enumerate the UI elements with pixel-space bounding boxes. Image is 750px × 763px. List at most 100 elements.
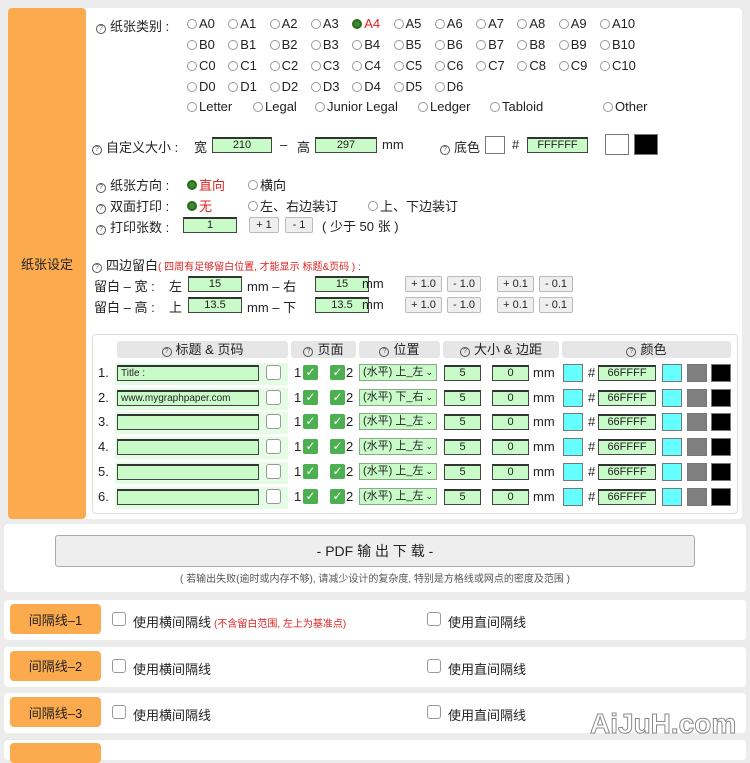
radio-circle[interactable] <box>228 81 239 92</box>
radio-C4[interactable]: C4 <box>352 58 381 73</box>
radio-C5[interactable]: C5 <box>393 58 422 73</box>
radio-A9[interactable]: A9 <box>558 16 587 31</box>
radio-B10[interactable]: B10 <box>600 37 635 52</box>
black-swatch[interactable] <box>634 134 658 155</box>
size-input[interactable]: 5 <box>444 365 481 381</box>
help-icon[interactable]: ? <box>440 145 450 155</box>
preset-swatch-2[interactable] <box>711 413 731 432</box>
radio-circle[interactable] <box>187 39 197 50</box>
horizontal-checkbox[interactable] <box>112 612 126 626</box>
radio-circle[interactable] <box>490 101 500 112</box>
margin-height-input-2[interactable]: 13.5 <box>315 297 369 313</box>
radio-circle[interactable] <box>558 18 569 29</box>
color-swatch[interactable] <box>563 364 583 382</box>
color-swatch[interactable] <box>563 438 583 457</box>
radio-circle[interactable] <box>269 60 280 71</box>
page1-checkbox[interactable]: ✓ <box>303 389 318 405</box>
count-input[interactable]: 1 <box>183 217 237 233</box>
color-input[interactable]: 66FFFF <box>598 463 656 480</box>
color-input[interactable]: 66FFFF <box>598 439 656 456</box>
margin-width-minus-01[interactable]: - 0.1 <box>539 276 573 292</box>
size-input[interactable]: 5 <box>444 463 481 480</box>
color-swatch[interactable] <box>563 413 583 432</box>
title-checkbox[interactable] <box>266 414 281 430</box>
radio-circle[interactable] <box>393 81 404 92</box>
duplex-radio-2[interactable]: 上、下边装订 <box>368 196 458 215</box>
count-minus-button[interactable]: - 1 <box>285 217 313 233</box>
radio-A1[interactable]: A1 <box>228 16 256 31</box>
margin-height-plus-1[interactable]: + 1.0 <box>405 297 442 313</box>
radio-D2[interactable]: D2 <box>269 79 298 94</box>
vertical-checkbox[interactable] <box>427 705 441 719</box>
horizontal-checkbox[interactable] <box>112 705 126 719</box>
margin-height-plus-01[interactable]: + 0.1 <box>497 297 534 313</box>
title-checkbox[interactable] <box>266 488 281 504</box>
radio-circle[interactable] <box>310 18 321 29</box>
margin-width-plus-01[interactable]: + 0.1 <box>497 276 534 292</box>
radio-C6[interactable]: C6 <box>434 58 463 73</box>
page2-checkbox[interactable]: ✓ <box>330 365 345 380</box>
radio-junior-legal[interactable]: Junior Legal <box>315 99 398 114</box>
preset-swatch-2[interactable] <box>711 438 731 457</box>
radio-circle[interactable] <box>352 39 363 50</box>
preset-swatch-0[interactable] <box>662 462 682 481</box>
radio-circle[interactable] <box>603 101 613 112</box>
radio-C7[interactable]: C7 <box>476 58 505 73</box>
radio-C3[interactable]: C3 <box>310 58 340 73</box>
horizontal-checkbox[interactable] <box>112 658 126 673</box>
preset-swatch-1[interactable] <box>686 487 707 506</box>
radio-D6[interactable]: D6 <box>434 79 463 94</box>
radio-D5[interactable]: D5 <box>393 79 422 94</box>
radio-B6[interactable]: B6 <box>434 37 463 52</box>
page1-checkbox[interactable]: ✓ <box>303 463 318 479</box>
preset-swatch-0[interactable] <box>662 487 682 506</box>
margin-height-minus-01[interactable]: - 0.1 <box>539 297 573 313</box>
orient-radio-0[interactable]: 直向 <box>187 175 225 194</box>
help-icon[interactable]: ? <box>161 347 172 357</box>
help-icon[interactable]: ? <box>379 347 390 357</box>
radio-circle[interactable] <box>269 81 280 92</box>
radio-D0[interactable]: D0 <box>187 79 216 94</box>
radio-C10[interactable]: C10 <box>600 58 636 73</box>
radio-circle[interactable] <box>253 101 263 112</box>
margin-input[interactable]: 0 <box>492 463 529 480</box>
radio-circle[interactable] <box>248 179 258 190</box>
size-input[interactable]: 5 <box>444 488 481 505</box>
radio-circle[interactable] <box>476 18 487 29</box>
color-swatch[interactable] <box>563 462 583 481</box>
radio-B4[interactable]: B4 <box>352 37 380 52</box>
margin-width-input-2[interactable]: 15 <box>315 276 369 292</box>
radio-circle[interactable] <box>228 39 239 50</box>
height-input[interactable]: 297 <box>315 137 377 153</box>
position-select[interactable]: (水平) 上_左 ⌄ <box>359 487 437 505</box>
margin-width-plus-1[interactable]: + 1.0 <box>405 276 442 292</box>
margin-input[interactable]: 0 <box>492 439 529 456</box>
radio-circle[interactable] <box>476 39 487 50</box>
radio-A0[interactable]: A0 <box>187 16 215 31</box>
radio-circle[interactable] <box>558 39 569 50</box>
preset-swatch-2[interactable] <box>711 388 731 407</box>
radio-tabloid[interactable]: Tabloid <box>490 99 543 114</box>
radio-circle[interactable] <box>517 39 528 50</box>
position-select[interactable]: (水平) 上_左 ⌄ <box>359 438 437 456</box>
page2-checkbox[interactable]: ✓ <box>330 463 345 479</box>
radio-circle[interactable] <box>558 60 569 71</box>
radio-B3[interactable]: B3 <box>310 37 339 52</box>
position-select[interactable]: (水平) 上_左 ⌄ <box>359 364 437 381</box>
help-icon[interactable]: ? <box>92 263 102 273</box>
radio-circle[interactable] <box>269 18 280 29</box>
radio-other[interactable]: Other <box>603 99 648 114</box>
preset-swatch-1[interactable] <box>686 413 707 432</box>
radio-circle[interactable] <box>434 39 445 50</box>
preset-swatch-2[interactable] <box>711 487 731 506</box>
radio-circle[interactable] <box>228 60 239 71</box>
margin-width-input-1[interactable]: 15 <box>188 276 242 292</box>
vertical-checkbox[interactable] <box>427 612 441 626</box>
radio-circle[interactable] <box>352 60 363 71</box>
duplex-radio-0[interactable]: 无 <box>187 196 212 215</box>
radio-circle[interactable] <box>187 18 197 29</box>
radio-C9[interactable]: C9 <box>558 58 587 73</box>
size-input[interactable]: 5 <box>444 414 481 431</box>
radio-A2[interactable]: A2 <box>269 16 298 31</box>
preset-swatch-0[interactable] <box>662 364 682 382</box>
